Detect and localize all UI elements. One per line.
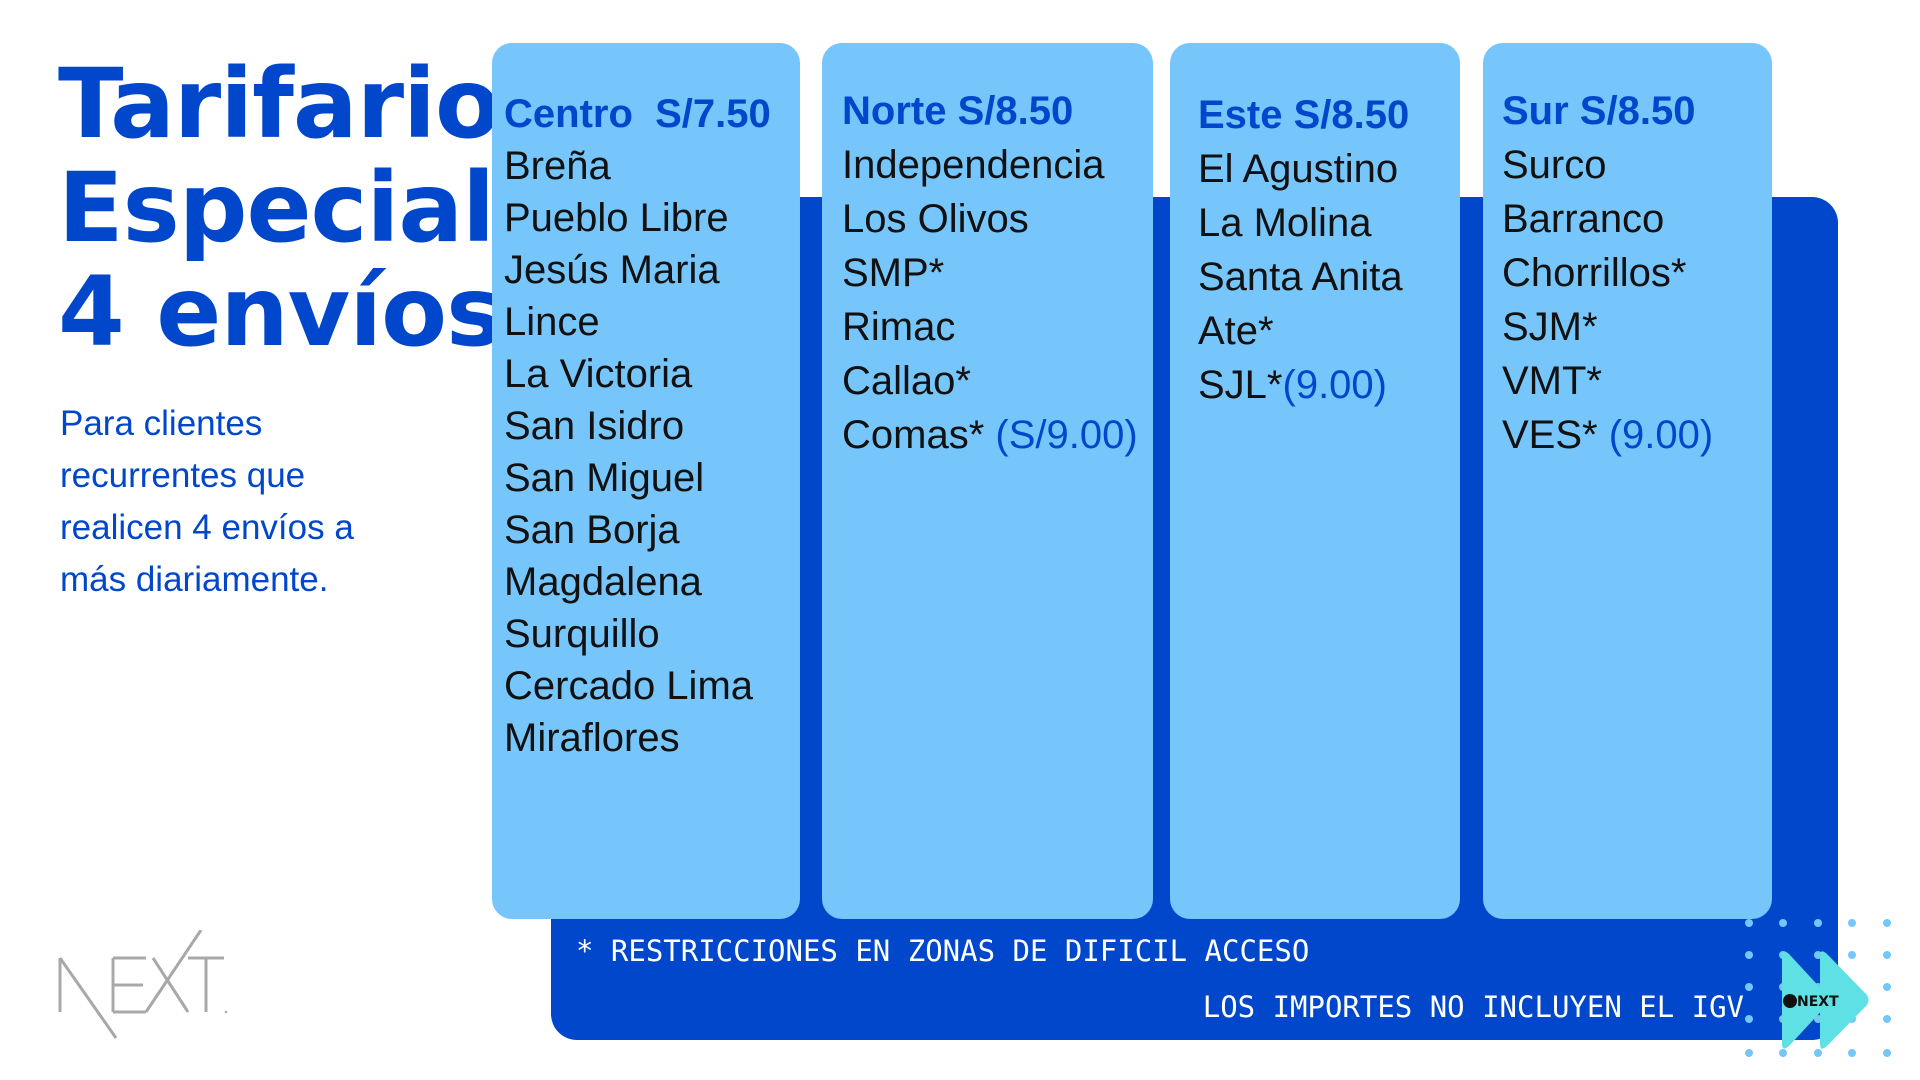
- district: VES* (9.00): [1502, 408, 1713, 462]
- decorative-dot: [1745, 919, 1753, 927]
- subtitle-line: realicen 4 envíos a: [60, 508, 354, 547]
- district: San Isidro: [504, 404, 685, 448]
- zone-header: Norte S/8.50: [842, 89, 1074, 133]
- district: San Borja: [504, 508, 680, 552]
- zone-list: Sur S/8.50 Surco Barranco Chorrillos* SJ…: [1502, 84, 1713, 462]
- page-title: Tarifario Especial 4 envíos: [58, 48, 503, 368]
- decorative-dot: [1848, 1049, 1856, 1057]
- next-badge-arrows-icon: NEXT: [1782, 951, 1869, 1049]
- decorative-dot: [1814, 1015, 1822, 1023]
- district: La Molina: [1198, 201, 1372, 245]
- district: Santa Anita: [1198, 255, 1403, 299]
- zone-list: Este S/8.50 El Agustino La Molina Santa …: [1198, 88, 1409, 412]
- district: Magdalena: [504, 560, 702, 604]
- district: Cercado Lima: [504, 664, 754, 708]
- district: Comas* (S/9.00): [842, 408, 1138, 462]
- district: Barranco: [1502, 197, 1665, 241]
- district: Independencia: [842, 143, 1105, 187]
- district: Chorrillos*: [1502, 251, 1687, 295]
- decorative-dot: [1848, 919, 1856, 927]
- decorative-dot: [1779, 919, 1787, 927]
- title-line: Especial: [58, 152, 495, 264]
- district: Callao*: [842, 359, 971, 403]
- surcharge-price: (9.00): [1597, 413, 1714, 457]
- zone-header: Este S/8.50: [1198, 93, 1410, 137]
- decorative-dot: [1883, 983, 1891, 991]
- next-logo: [58, 930, 228, 1039]
- district: Miraflores: [504, 716, 680, 760]
- zone-card-norte: Norte S/8.50 Independencia Los Olivos SM…: [822, 43, 1153, 919]
- decorative-dot: [1883, 951, 1891, 959]
- district: Los Olivos: [842, 197, 1029, 241]
- district: SJL*(9.00): [1198, 358, 1409, 412]
- district: Lince: [504, 300, 600, 344]
- zone-list: Centro S/7.50 Breña Pueblo Libre Jesús M…: [504, 88, 771, 764]
- district: El Agustino: [1198, 147, 1399, 191]
- zone-header: Sur S/8.50: [1502, 89, 1696, 133]
- district: Rimac: [842, 305, 956, 349]
- badge-logo-text: NEXT: [1797, 994, 1839, 1010]
- igv-note: LOS IMPORTES NO INCLUYEN EL IGV: [1202, 990, 1744, 1024]
- decorative-dot: [1745, 951, 1753, 959]
- district-name: SJL*: [1198, 363, 1283, 407]
- decorative-dot: [1745, 983, 1753, 991]
- zone-card-este: Este S/8.50 El Agustino La Molina Santa …: [1170, 43, 1460, 919]
- district: Surquillo: [504, 612, 660, 656]
- decorative-dot: [1745, 1015, 1753, 1023]
- decorative-dot: [1745, 1049, 1753, 1057]
- zone-header: Centro S/7.50: [504, 92, 771, 136]
- district: Surco: [1502, 143, 1607, 187]
- restriction-note: * RESTRICCIONES EN ZONAS DE DIFICIL ACCE…: [576, 934, 1310, 968]
- decorative-dot: [1814, 919, 1822, 927]
- decorative-dot: [1814, 1049, 1822, 1057]
- subtitle-line: más diariamente.: [60, 560, 329, 599]
- decorative-dot: [1814, 951, 1822, 959]
- decorative-dot: [1883, 919, 1891, 927]
- surcharge-price: (S/9.00): [984, 413, 1138, 457]
- district: SJM*: [1502, 305, 1598, 349]
- district: VMT*: [1502, 359, 1602, 403]
- district: Jesús Maria: [504, 248, 720, 292]
- subtitle-line: recurrentes que: [60, 456, 306, 495]
- district: La Victoria: [504, 352, 693, 396]
- decorative-dot: [1883, 1015, 1891, 1023]
- district: Ate*: [1198, 309, 1274, 353]
- district: Pueblo Libre: [504, 196, 729, 240]
- zone-list: Norte S/8.50 Independencia Los Olivos SM…: [842, 84, 1138, 462]
- district: SMP*: [842, 251, 945, 295]
- decorative-dot: [1779, 1049, 1787, 1057]
- district: San Miguel: [504, 456, 705, 500]
- title-line: 4 envíos: [58, 256, 503, 368]
- district: Breña: [504, 144, 611, 188]
- district-name: VES*: [1502, 413, 1598, 457]
- zone-card-sur: Sur S/8.50 Surco Barranco Chorrillos* SJ…: [1483, 43, 1772, 919]
- decorative-dot: [1848, 951, 1856, 959]
- subtitle: Para clientes recurrentes que realicen 4…: [60, 398, 460, 606]
- decorative-dot: [1883, 1049, 1891, 1057]
- zone-card-centro: Centro S/7.50 Breña Pueblo Libre Jesús M…: [492, 43, 800, 919]
- surcharge-price: (9.00): [1282, 363, 1388, 407]
- district-name: Comas*: [842, 413, 985, 457]
- subtitle-line: Para clientes: [60, 404, 263, 443]
- title-line: Tarifario: [58, 48, 501, 160]
